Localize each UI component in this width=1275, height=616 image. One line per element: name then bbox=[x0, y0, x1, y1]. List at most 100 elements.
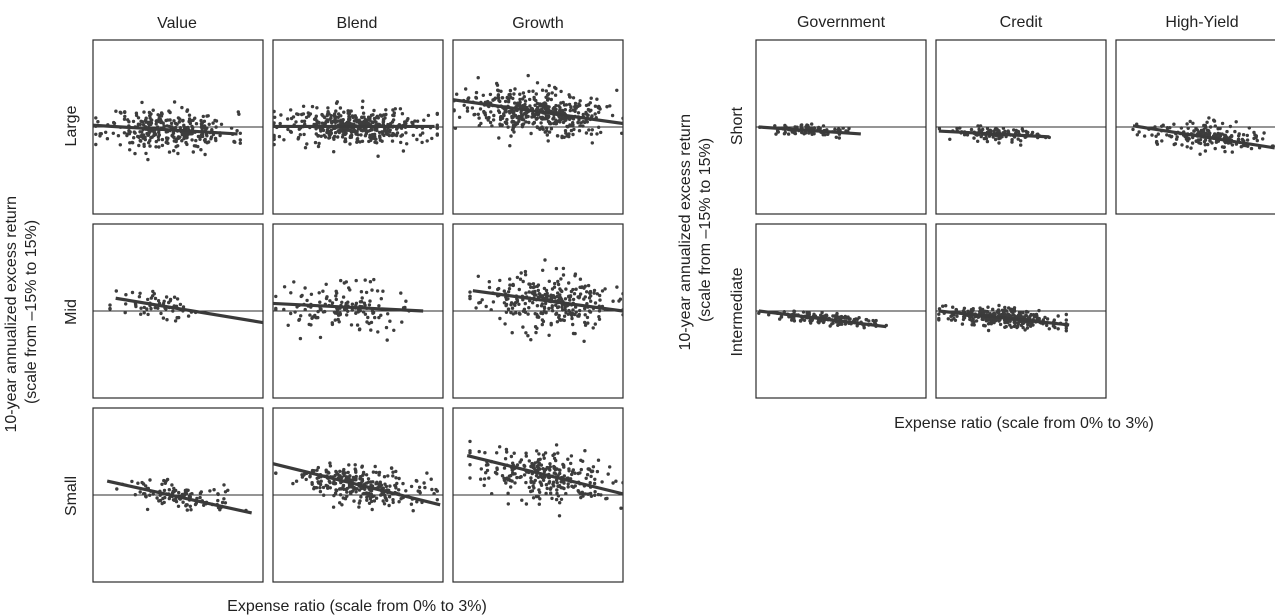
data-point bbox=[359, 121, 363, 125]
data-point bbox=[966, 309, 970, 313]
data-point bbox=[997, 303, 1001, 308]
data-point bbox=[603, 287, 607, 291]
data-point bbox=[511, 471, 515, 475]
data-point bbox=[487, 280, 491, 284]
data-point bbox=[581, 112, 585, 117]
data-point bbox=[390, 139, 395, 143]
data-point bbox=[1206, 142, 1210, 147]
data-point bbox=[399, 291, 403, 295]
data-point bbox=[154, 145, 158, 149]
data-point bbox=[1233, 129, 1237, 134]
data-point bbox=[531, 282, 536, 286]
data-point bbox=[536, 463, 541, 467]
data-point bbox=[502, 301, 507, 305]
data-point bbox=[500, 96, 505, 100]
data-point bbox=[405, 142, 409, 146]
data-point bbox=[379, 297, 383, 301]
data-point bbox=[350, 114, 355, 118]
data-point bbox=[308, 475, 312, 479]
data-point bbox=[568, 108, 572, 113]
data-point bbox=[511, 110, 515, 115]
data-point bbox=[151, 492, 155, 496]
data-point bbox=[548, 468, 552, 472]
data-point bbox=[409, 484, 414, 489]
data-point bbox=[340, 300, 344, 304]
data-point bbox=[1192, 129, 1196, 133]
panel-short-high-yield bbox=[1115, 39, 1275, 215]
data-point bbox=[586, 467, 590, 471]
data-point bbox=[184, 140, 188, 145]
data-point bbox=[532, 120, 536, 125]
data-point bbox=[509, 134, 513, 138]
data-point bbox=[322, 493, 326, 497]
data-point bbox=[951, 305, 955, 309]
data-point bbox=[397, 500, 401, 504]
data-point bbox=[184, 503, 188, 507]
data-point bbox=[985, 126, 990, 131]
data-point bbox=[391, 118, 396, 122]
data-point bbox=[1154, 134, 1158, 138]
data-point bbox=[483, 451, 487, 455]
data-point bbox=[597, 125, 601, 129]
data-point bbox=[560, 108, 565, 113]
data-point bbox=[937, 312, 941, 316]
data-point bbox=[555, 119, 559, 124]
data-point bbox=[157, 145, 161, 149]
data-point bbox=[810, 318, 814, 323]
data-point bbox=[570, 472, 574, 477]
data-point bbox=[316, 315, 320, 320]
data-point bbox=[213, 118, 217, 123]
data-point bbox=[489, 110, 493, 114]
data-point bbox=[1020, 127, 1024, 131]
data-point bbox=[584, 476, 588, 480]
data-point bbox=[143, 135, 147, 139]
data-point bbox=[1186, 126, 1190, 130]
data-point bbox=[567, 295, 571, 299]
data-point bbox=[415, 137, 419, 142]
data-point bbox=[1220, 121, 1225, 126]
data-point bbox=[340, 135, 345, 139]
data-point bbox=[982, 323, 986, 328]
data-point bbox=[1213, 132, 1217, 136]
data-point bbox=[524, 454, 528, 458]
data-point bbox=[583, 295, 587, 299]
data-point bbox=[592, 481, 597, 486]
data-point bbox=[282, 307, 286, 312]
data-point bbox=[175, 122, 179, 126]
data-point bbox=[165, 124, 169, 128]
data-point bbox=[527, 282, 531, 286]
data-point bbox=[130, 290, 135, 295]
data-point bbox=[202, 126, 206, 130]
data-point bbox=[1213, 146, 1217, 151]
data-point bbox=[313, 140, 318, 145]
data-point bbox=[1020, 315, 1025, 319]
data-point bbox=[570, 123, 574, 127]
data-point bbox=[547, 83, 551, 88]
data-point bbox=[401, 149, 406, 153]
data-point bbox=[162, 124, 166, 128]
data-point bbox=[173, 319, 178, 323]
data-point bbox=[347, 286, 351, 290]
data-point bbox=[801, 310, 806, 314]
data-point bbox=[503, 99, 508, 104]
data-point bbox=[392, 328, 396, 332]
data-point bbox=[493, 470, 498, 475]
data-point bbox=[429, 477, 433, 481]
data-point bbox=[207, 122, 211, 127]
data-point bbox=[576, 471, 580, 476]
data-point bbox=[823, 133, 827, 137]
data-point bbox=[382, 502, 387, 506]
data-point bbox=[326, 106, 330, 110]
data-point bbox=[361, 111, 366, 115]
data-point bbox=[124, 293, 128, 297]
data-point bbox=[409, 502, 414, 506]
data-point bbox=[343, 132, 347, 137]
data-point bbox=[1170, 134, 1174, 139]
trend-line bbox=[1132, 124, 1275, 150]
data-point bbox=[300, 119, 304, 124]
data-point bbox=[366, 315, 370, 320]
data-point bbox=[555, 488, 559, 492]
data-point bbox=[366, 477, 371, 481]
data-point bbox=[608, 104, 612, 108]
data-point bbox=[548, 465, 552, 469]
